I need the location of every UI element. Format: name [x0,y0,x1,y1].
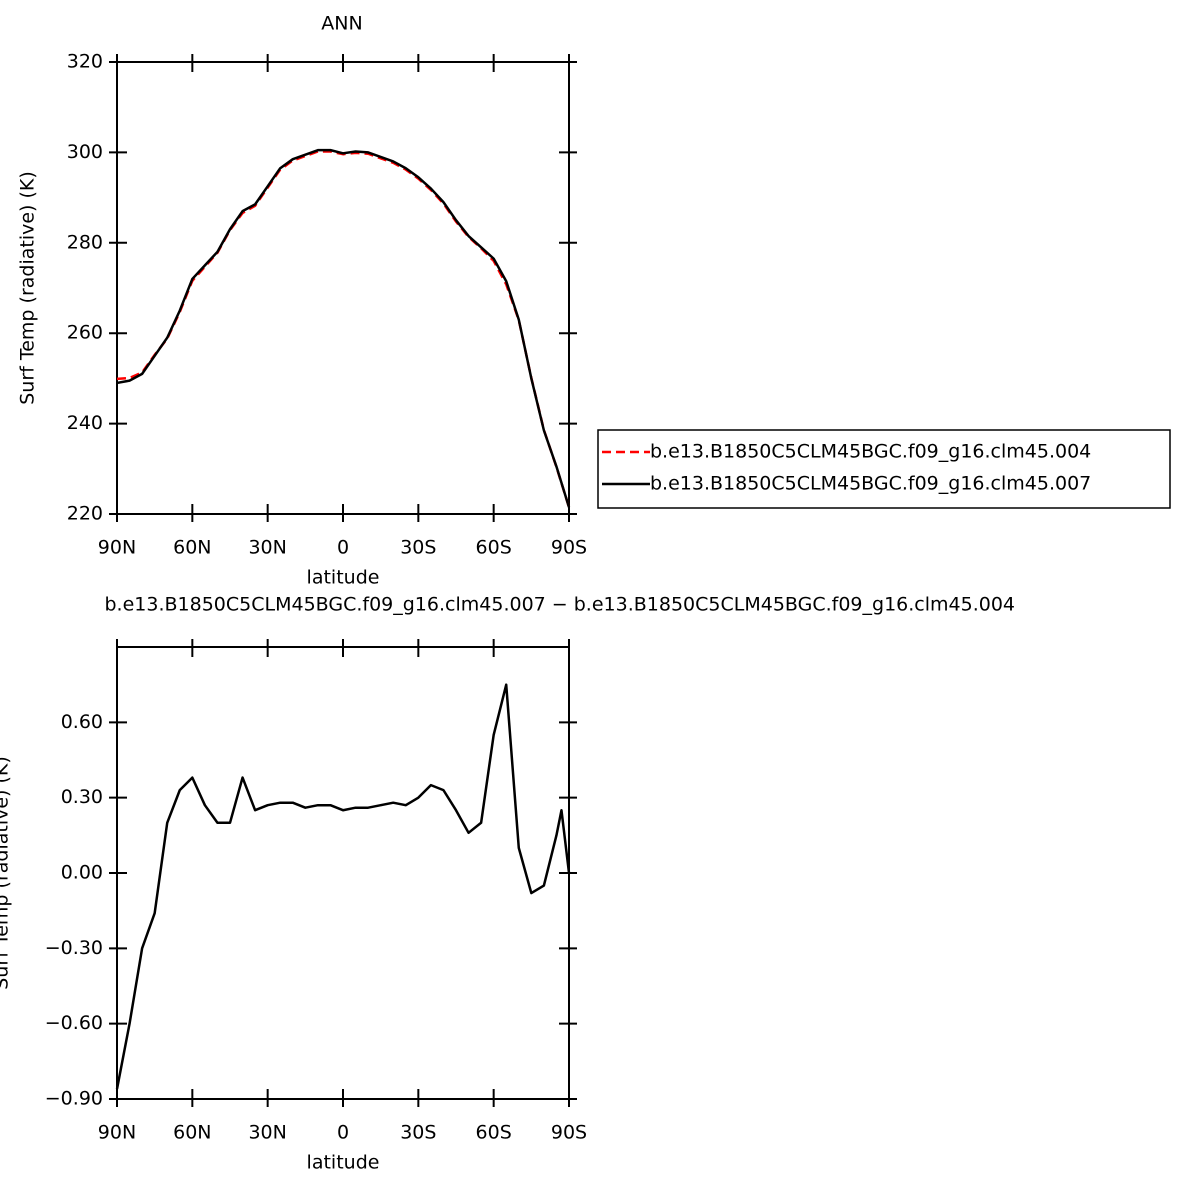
x-tick-label: 60N [173,1122,211,1144]
x-tick-label: 0 [337,1122,349,1144]
x-tick-label: 30S [400,1122,436,1144]
x-tick-label: 90S [551,537,587,559]
legend-label: b.e13.B1850C5CLM45BGC.f09_g16.clm45.007 [650,473,1091,495]
x-tick-label: 30S [400,537,436,559]
y-tick-label: 220 [67,503,103,525]
legend-label: b.e13.B1850C5CLM45BGC.f09_g16.clm45.004 [650,441,1091,463]
y-tick-label: −0.30 [45,937,103,959]
x-tick-label: 90N [98,1122,136,1144]
chart-title: b.e13.B1850C5CLM45BGC.f09_g16.clm45.007 … [104,594,1015,616]
y-tick-label: −0.90 [45,1088,103,1110]
y-tick-label: 280 [67,231,103,253]
y-tick-label: −0.60 [45,1012,103,1034]
y-tick-label: 300 [67,141,103,163]
x-tick-label: 60S [476,537,512,559]
x-tick-label: 60S [476,1122,512,1144]
y-axis-label: Surf Temp (radiative) (K) [0,756,13,990]
plot-frame [116,646,570,1100]
y-tick-label: 320 [67,51,103,73]
y-tick-label: 0.00 [61,862,103,884]
y-tick-label: 240 [67,412,103,434]
x-tick-label: 60N [173,537,211,559]
y-axis-label: Surf Temp (radiative) (K) [17,171,39,405]
x-axis-label: latitude [307,567,380,589]
x-axis-label: latitude [307,1152,380,1174]
series-line [116,148,571,508]
x-tick-label: 90S [551,1122,587,1144]
y-tick-label: 260 [67,322,103,344]
y-tick-label: 0.30 [61,786,103,808]
legend-box [597,429,1171,509]
x-tick-label: 0 [337,537,349,559]
x-tick-label: 30N [248,537,286,559]
series-line [115,683,571,1090]
series-line [116,150,571,508]
y-tick-label: 0.60 [61,711,103,733]
x-tick-label: 30N [248,1122,286,1144]
chart-title: ANN [321,13,362,35]
plot-frame [116,61,570,515]
x-tick-label: 90N [98,537,136,559]
